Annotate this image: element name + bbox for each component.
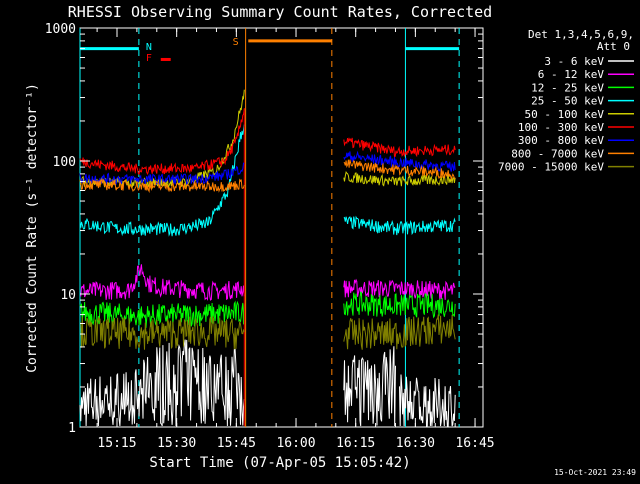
legend-entry-label: 300 - 800 keV xyxy=(518,134,604,147)
x-tick-label: 16:15 xyxy=(336,436,375,451)
series-line xyxy=(79,300,245,328)
series-line xyxy=(80,264,245,301)
legend-entry-label: 3 - 6 keV xyxy=(544,55,604,68)
y-axis-title: Corrected Count Rate (s⁻¹ detector⁻¹) xyxy=(25,83,40,373)
x-axis-title: Start Time (07-Apr-05 15:05:42) xyxy=(149,455,410,471)
legend-header-detectors: Det 1,3,4,5,6,9, xyxy=(528,28,634,41)
series-line xyxy=(343,314,456,350)
y-tick-label: 1 xyxy=(68,421,76,436)
flag-label: S xyxy=(233,37,239,48)
series-line xyxy=(79,339,245,427)
x-tick-label: 16:00 xyxy=(276,436,315,451)
series-line xyxy=(79,162,245,186)
flag-label: N xyxy=(146,42,152,53)
legend-entry-label: 800 - 7000 keV xyxy=(511,147,604,160)
series-line xyxy=(343,291,456,319)
generated-timestamp: 15-Oct-2021 23:49 xyxy=(554,468,636,477)
series-line xyxy=(343,278,456,300)
series-line xyxy=(343,159,456,181)
x-tick-label: 15:45 xyxy=(217,436,256,451)
x-tick-label: 16:30 xyxy=(396,436,435,451)
series-line xyxy=(399,374,456,427)
legend-entry-label: 12 - 25 keV xyxy=(531,81,604,94)
legend-entry-label: 50 - 100 keV xyxy=(525,108,605,121)
y-axis: 1 10 100 1000 xyxy=(45,22,483,436)
series-line xyxy=(80,315,245,350)
legend-entry-label: 25 - 50 keV xyxy=(531,95,604,108)
series-line xyxy=(79,124,245,237)
x-tick-label: 16:45 xyxy=(455,436,494,451)
flag-annotations: NF S xyxy=(79,28,460,427)
y-tick-label: 100 xyxy=(53,155,76,170)
data-series xyxy=(79,89,456,427)
flag-label: F xyxy=(146,53,152,64)
legend-entry-label: 7000 - 15000 keV xyxy=(498,161,604,174)
series-line xyxy=(343,150,456,172)
series-line xyxy=(343,215,456,236)
legend-header-attenuator: Att 0 xyxy=(597,40,630,53)
chart-title: RHESSI Observing Summary Count Rates, Co… xyxy=(68,3,492,21)
series-line xyxy=(79,109,245,175)
legend-entry-label: 6 - 12 keV xyxy=(538,68,605,81)
y-tick-label: 10 xyxy=(60,288,76,303)
legend-entry-label: 100 - 300 keV xyxy=(518,121,604,134)
series-line xyxy=(80,178,245,194)
x-tick-label: 15:15 xyxy=(97,436,136,451)
y-tick-label: 1000 xyxy=(45,22,76,37)
series-line xyxy=(343,171,456,187)
x-axis: 15:15 15:30 15:45 16:00 16:15 16:30 16:45 xyxy=(96,28,495,451)
x-tick-label: 15:30 xyxy=(157,436,196,451)
series-line xyxy=(343,137,456,158)
series-line xyxy=(343,346,396,427)
